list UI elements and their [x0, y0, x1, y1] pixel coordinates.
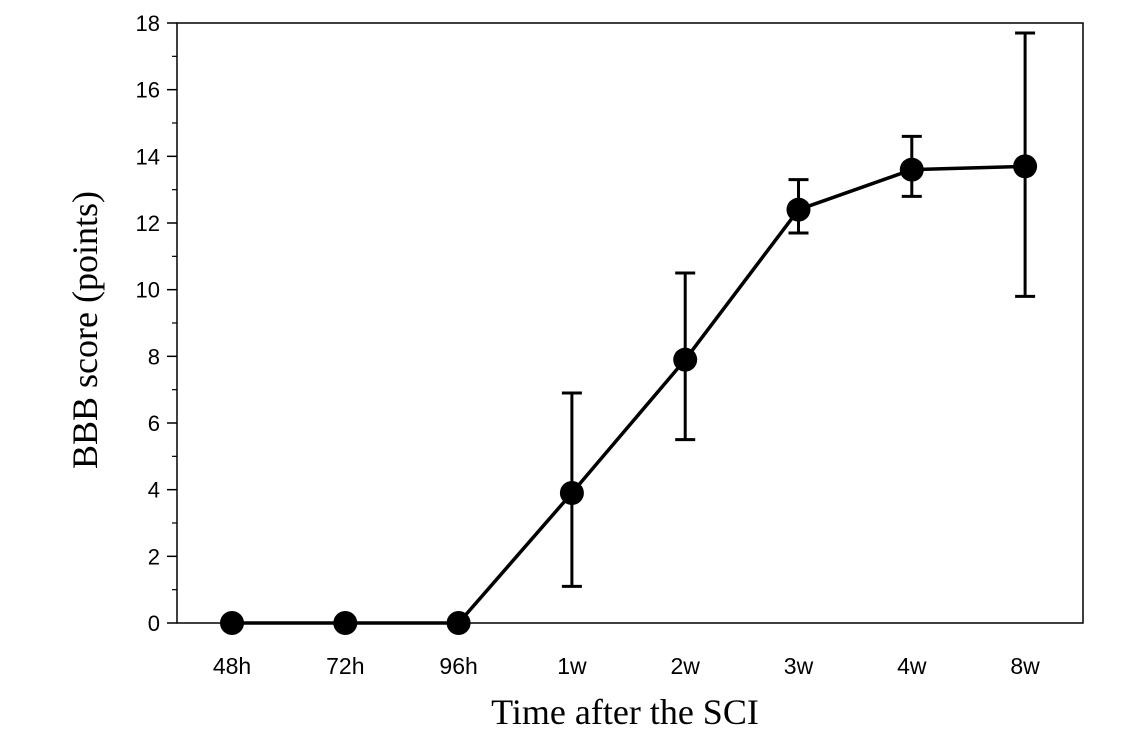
x-tick-label: 4w [897, 653, 927, 679]
y-tick-label: 2 [148, 544, 160, 569]
x-tick-label: 3w [784, 653, 814, 679]
y-tick-label: 14 [136, 144, 160, 169]
data-point [1013, 154, 1038, 179]
y-tick-label: 16 [136, 78, 160, 103]
data-point [446, 611, 471, 635]
x-tick-label: 96h [439, 653, 477, 679]
data-points [220, 154, 1038, 635]
y-tick-label: 10 [136, 278, 160, 303]
x-tick-label: 72h [326, 653, 364, 679]
y-axis-title: BBB score (points) [65, 191, 105, 469]
x-tick-label: 1w [557, 653, 587, 679]
y-tick-label: 18 [136, 11, 160, 36]
data-point [220, 611, 244, 635]
data-point [559, 481, 584, 505]
data-point [786, 197, 811, 222]
series-line [232, 164, 1026, 625]
data-point [673, 347, 698, 372]
y-tick-label: 12 [136, 211, 160, 236]
y-tick-label: 8 [148, 344, 160, 369]
x-axis-title: Time after the SCI [491, 692, 759, 732]
data-point [899, 157, 924, 182]
x-tick-label: 48h [213, 653, 251, 679]
data-point [333, 611, 358, 635]
series-line-group [232, 164, 1026, 625]
x-tick-label: 8w [1010, 653, 1040, 679]
y-tick-label: 4 [148, 478, 160, 503]
plot-area-frame [176, 22, 1084, 624]
x-tick-label: 2w [670, 653, 700, 679]
y-axis: 0 2 4 6 8 10 12 14 16 18 [136, 11, 177, 636]
y-tick-label: 6 [148, 411, 160, 436]
error-bars [561, 31, 1036, 588]
y-tick-label: 0 [148, 611, 160, 636]
x-axis: 48h 72h 96h 1w 2w 3w 4w 8w [213, 653, 1040, 679]
